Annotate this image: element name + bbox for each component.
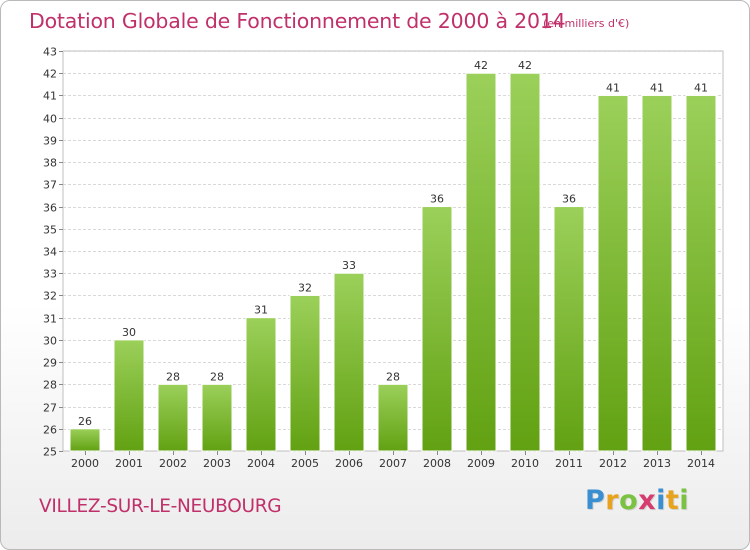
data-label: 42 [518,59,532,72]
data-label: 41 [694,81,708,94]
proxiti-logo[interactable]: Proxiti [585,485,689,516]
data-label: 30 [122,326,136,339]
bar-2013 [641,94,673,452]
data-label: 28 [210,370,224,383]
y-tick-label: 30 [43,335,57,348]
bar-2001 [113,339,145,452]
data-label: 41 [650,81,664,94]
x-tick-label: 2007 [379,457,407,470]
y-tick-label: 36 [43,202,57,215]
bar-2009 [465,72,497,452]
data-label: 33 [342,259,356,272]
y-tick-label: 42 [43,68,57,81]
x-tick-label: 2006 [335,457,363,470]
data-label: 36 [430,193,444,206]
y-tick-label: 28 [43,379,57,392]
x-tick-label: 2010 [511,457,539,470]
x-tick-label: 2011 [555,457,583,470]
bar-2007 [377,383,409,452]
logo-letter: x [638,485,657,516]
chart-title: Dotation Globale de Fonctionnement de 20… [29,9,566,33]
x-tick-label: 2001 [115,457,143,470]
y-tick-label: 25 [43,446,57,459]
logo-letter: o [619,485,639,516]
logo-letter: i [679,485,690,516]
bars: 26 30 28 28 31 32 33 28 36 42 42 36 41 41 41 [69,59,717,452]
bar-2012 [597,94,629,452]
y-tick-label: 41 [43,90,57,103]
x-tick-label: 2009 [467,457,495,470]
x-tick-label: 2000 [71,457,99,470]
data-label: 41 [606,81,620,94]
bar-2008 [421,206,453,452]
y-tick-label: 34 [43,246,57,259]
bar-2004 [245,317,277,452]
data-label: 32 [298,281,312,294]
unit-note: (en milliers d'€) [543,17,630,30]
data-label: 42 [474,59,488,72]
x-tick-label: 2003 [203,457,231,470]
logo-letter: r [605,485,620,516]
x-tick-label: 2004 [247,457,275,470]
data-label: 28 [386,370,400,383]
logo-letter: P [585,485,606,516]
bar-2006 [333,272,365,452]
bar-2003 [201,383,233,452]
bar-2010 [509,72,541,452]
bar-2002 [157,383,189,452]
y-tick-label: 32 [43,290,57,303]
y-tick-label: 33 [43,268,57,281]
y-tick-label: 35 [43,224,57,237]
x-tick-label: 2008 [423,457,451,470]
y-tick-label: 40 [43,113,57,126]
x-tick-label: 2014 [687,457,715,470]
town-name: VILLEZ-SUR-LE-NEUBOURG [39,496,282,517]
y-tick-label: 29 [43,357,57,370]
y-tick-label: 38 [43,157,57,170]
x-tick-label: 2012 [599,457,627,470]
bar-2011 [553,206,585,452]
data-label: 31 [254,304,268,317]
x-tick-label: 2002 [159,457,187,470]
y-tick-label: 43 [43,46,57,59]
data-label: 26 [78,415,92,428]
data-label: 28 [166,370,180,383]
bar-2014 [685,94,717,452]
y-tick-label: 39 [43,135,57,148]
x-tick-label: 2013 [643,457,671,470]
data-label: 36 [562,193,576,206]
y-tick-label: 31 [43,313,57,326]
x-tick-label: 2005 [291,457,319,470]
bar-2000 [69,428,101,452]
y-tick-label: 27 [43,402,57,415]
axes: 25 26 27 28 29 30 31 32 33 34 35 36 37 38 39 40 41 42 43 20… [43,46,715,471]
y-tick-label: 26 [43,424,57,437]
bar-2005 [289,294,321,452]
y-tick-label: 37 [43,179,57,192]
logo-letter: t [665,485,680,516]
logo-letter: i [656,485,666,516]
